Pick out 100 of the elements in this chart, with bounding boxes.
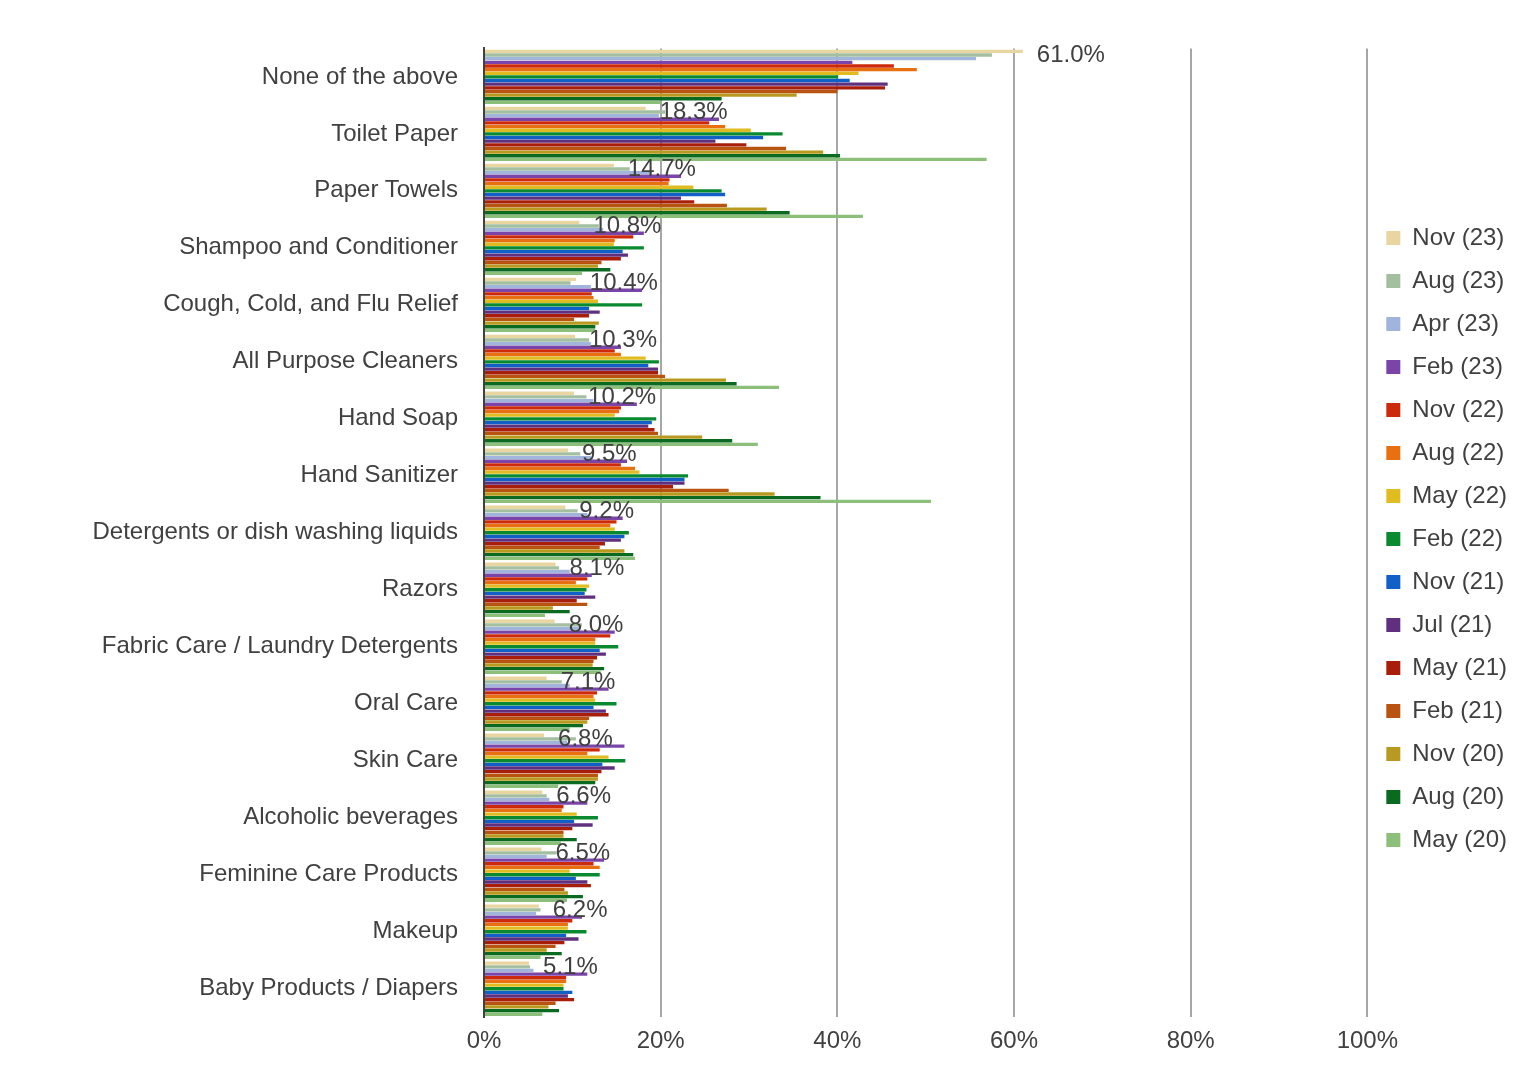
- bar: [485, 744, 625, 748]
- bar: [485, 663, 593, 667]
- y-tick-label: Oral Care: [353, 688, 458, 716]
- bar: [485, 854, 547, 859]
- bar: [485, 321, 599, 325]
- bar: [485, 595, 596, 599]
- bar: [485, 720, 588, 724]
- data-label: 18.3%: [659, 96, 728, 124]
- data-label: 6.2%: [552, 894, 608, 922]
- bar: [485, 873, 600, 877]
- data-label: 9.2%: [579, 495, 634, 523]
- bar: [485, 994, 568, 998]
- bar: [485, 687, 609, 691]
- bar: [485, 834, 564, 838]
- bar: [485, 1001, 556, 1005]
- data-label: 8.1%: [569, 552, 625, 580]
- bar: [485, 367, 659, 371]
- y-tick-label: Fabric Care / Laundry Detergents: [101, 631, 458, 659]
- legend-label: Feb (23): [1412, 351, 1504, 379]
- bar: [485, 132, 783, 136]
- bar: [485, 584, 590, 588]
- bar: [485, 310, 600, 314]
- bar: [485, 972, 588, 976]
- bar: [485, 253, 628, 257]
- bar: [485, 606, 553, 610]
- y-tick-label: Makeup: [372, 916, 458, 944]
- bar: [485, 1005, 549, 1009]
- x-tick-label: 0%: [466, 1026, 502, 1054]
- data-label: 61.0%: [1036, 39, 1105, 67]
- data-label: 7.1%: [560, 666, 616, 694]
- bar: [485, 652, 606, 656]
- x-tick-label: 20%: [636, 1026, 685, 1054]
- bar: [485, 944, 556, 948]
- data-label: 10.3%: [588, 324, 658, 352]
- y-tick-label: Hand Soap: [337, 403, 458, 431]
- bar: [485, 338, 590, 342]
- legend-label: Aug (22): [1412, 437, 1505, 465]
- legend-label: May (21): [1412, 652, 1507, 680]
- x-tick-label: 40%: [813, 1026, 862, 1054]
- data-label: 6.5%: [555, 837, 611, 865]
- bar: [485, 86, 886, 90]
- legend-label: May (20): [1412, 824, 1507, 852]
- data-label: 5.1%: [543, 951, 598, 979]
- legend-label: Aug (23): [1412, 265, 1505, 293]
- legend-label: Nov (22): [1412, 394, 1505, 422]
- bar: [485, 922, 568, 927]
- y-tick-label: Alcoholic beverages: [243, 802, 458, 830]
- bar: [485, 794, 547, 798]
- bar: [485, 207, 767, 211]
- bar: [485, 196, 681, 200]
- bar: [485, 481, 685, 485]
- bar: [485, 452, 581, 456]
- bar: [485, 812, 577, 816]
- bar: [485, 577, 588, 581]
- bar: [485, 281, 571, 285]
- bar: [485, 609, 570, 614]
- bar: [485, 246, 644, 250]
- bar: [485, 599, 577, 603]
- bar: [485, 242, 614, 246]
- bar: [485, 448, 568, 452]
- bar: [485, 880, 588, 884]
- bar: [485, 748, 600, 752]
- y-tick-label: All Purpose Cleaners: [232, 346, 458, 374]
- bar: [485, 167, 630, 171]
- bar: [485, 492, 775, 496]
- bar: [485, 150, 824, 154]
- bar: [485, 463, 621, 467]
- bar: [485, 106, 646, 111]
- bar: [485, 64, 894, 68]
- legend-label: Feb (21): [1412, 695, 1504, 723]
- bar: [485, 235, 634, 239]
- bar: [485, 211, 790, 215]
- bar: [485, 477, 685, 482]
- bar: [485, 413, 615, 417]
- bar: [485, 382, 737, 386]
- y-tick-label: Shampoo and Conditioner: [179, 232, 459, 260]
- bar: [485, 865, 600, 870]
- bar: [485, 955, 541, 959]
- bar: [485, 424, 649, 428]
- data-label: 10.2%: [588, 381, 657, 409]
- legend-label: Feb (22): [1412, 523, 1504, 551]
- bar: [485, 648, 600, 653]
- bar: [485, 755, 609, 759]
- bar: [485, 883, 591, 888]
- data-label: 10.8%: [593, 210, 662, 238]
- bar: [485, 417, 657, 421]
- bar: [485, 694, 594, 699]
- bar: [485, 580, 576, 585]
- bar: [485, 823, 593, 827]
- data-label: 6.6%: [556, 780, 611, 808]
- bar: [485, 951, 562, 956]
- bar: [485, 295, 594, 300]
- bar: [485, 862, 594, 866]
- bar: [485, 698, 596, 702]
- bar: [485, 983, 564, 987]
- x-tick-label: 60%: [989, 1026, 1039, 1054]
- y-tick-label: Razors: [381, 574, 458, 602]
- legend-label: Nov (20): [1412, 738, 1505, 766]
- bar: [485, 527, 615, 531]
- bar: [485, 360, 659, 364]
